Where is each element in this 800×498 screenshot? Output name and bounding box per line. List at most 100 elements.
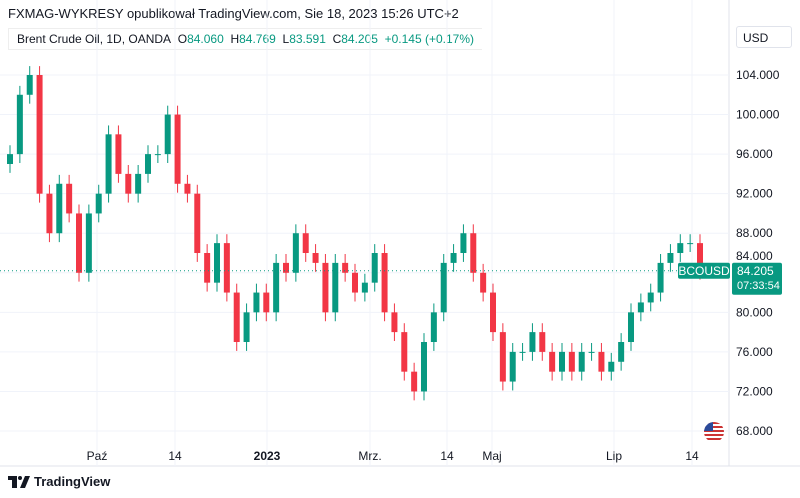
candle: [588, 351, 595, 353]
candle: [214, 243, 220, 283]
symbol-tag: BCOUSD: [678, 264, 730, 278]
candle: [66, 183, 73, 214]
candle: [46, 193, 53, 234]
symbol-name[interactable]: Brent Crude Oil, 1D, OANDA: [17, 32, 172, 46]
candle: [125, 173, 132, 194]
currency-button[interactable]: USD: [736, 26, 792, 48]
candle: [292, 233, 299, 273]
candle: [85, 213, 92, 273]
low-value: 83.591: [289, 32, 326, 46]
symbol-tag-bg: [678, 262, 730, 279]
x-tick-label: 14: [168, 449, 182, 463]
candle: [460, 233, 467, 254]
candle: [411, 371, 418, 392]
close-label: C: [332, 32, 342, 46]
candle: [529, 332, 536, 352]
candle: [470, 233, 477, 273]
candle: [578, 351, 585, 372]
y-tick-label: 92.000: [736, 187, 773, 201]
candle: [667, 253, 674, 263]
candle: [421, 342, 427, 392]
candle: [608, 361, 615, 372]
x-tick-label: Maj: [482, 449, 501, 463]
candle: [559, 351, 565, 372]
x-tick-label: 14: [440, 449, 454, 463]
publisher-line: FXMAG-WYKRESY opublikował TradingView.co…: [8, 6, 459, 21]
candle: [657, 262, 664, 293]
candle: [618, 342, 625, 362]
candle: [312, 253, 319, 263]
candle: [499, 332, 506, 382]
candle: [687, 243, 694, 245]
candle: [283, 262, 289, 273]
candle: [233, 292, 240, 343]
y-tick-label: 84.000: [736, 249, 773, 263]
candle: [490, 292, 496, 333]
candle: [16, 94, 23, 155]
candle: [401, 332, 408, 372]
candle: [391, 312, 398, 333]
last-price-label: 84.205: [737, 264, 774, 278]
candle: [322, 262, 329, 313]
y-tick-label: 80.000: [736, 305, 773, 319]
last-price-badge: [732, 262, 782, 295]
candle: [598, 351, 605, 372]
candle: [519, 351, 526, 353]
candle: [647, 292, 654, 303]
candle: [263, 292, 270, 313]
open-label: O: [177, 32, 188, 46]
candle: [174, 114, 181, 184]
x-tick-label: 2023: [254, 449, 281, 463]
us-flag-icon[interactable]: [704, 422, 724, 442]
footer-brand: TradingView: [34, 474, 111, 489]
candle: [352, 272, 358, 293]
candle: [7, 154, 13, 165]
symbol-legend: Brent Crude Oil, 1D, OANDA O84.060 H84.7…: [8, 28, 483, 50]
y-tick-label: 100.000: [736, 108, 780, 122]
candle: [509, 351, 516, 382]
tradingview-logo-icon: [8, 475, 30, 488]
y-tick-label: 96.000: [736, 147, 773, 161]
candle: [628, 312, 634, 343]
candle: [371, 253, 378, 283]
close-value: 84.205: [341, 32, 378, 46]
candle: [36, 75, 43, 194]
candle: [26, 75, 33, 95]
candle: [637, 302, 644, 313]
tradingview-logo[interactable]: TradingView: [8, 474, 110, 489]
candle: [223, 243, 230, 293]
candle: [539, 332, 546, 352]
candle: [184, 183, 191, 194]
open-value: 84.060: [187, 32, 224, 46]
candle: [164, 114, 171, 155]
high-label: H: [230, 32, 240, 46]
change-value: +0.145 (+0.17%): [384, 32, 475, 46]
candle: [342, 262, 349, 273]
y-tick-label: 68.000: [736, 424, 773, 438]
y-tick-label: 72.000: [736, 384, 773, 398]
candle: [273, 262, 280, 313]
candle: [253, 292, 260, 313]
candle: [194, 193, 201, 254]
low-label: L: [282, 32, 290, 46]
x-tick-label: 14: [685, 449, 699, 463]
candle: [549, 351, 556, 372]
y-tick-label: 88.000: [736, 226, 773, 240]
candle: [204, 253, 211, 283]
candle: [361, 282, 368, 293]
candle: [677, 243, 684, 254]
x-tick-label: Lip: [606, 449, 622, 463]
candle: [440, 262, 447, 313]
candle: [105, 134, 112, 194]
candle: [430, 312, 437, 343]
candle: [76, 213, 82, 273]
y-tick-label: 104.000: [736, 68, 780, 82]
candle: [697, 243, 703, 271]
x-tick-label: Paź: [87, 449, 108, 463]
y-tick-label: 76.000: [736, 345, 773, 359]
candle: [154, 154, 161, 156]
candle: [135, 173, 142, 194]
candle: [568, 351, 575, 372]
candle: [95, 193, 102, 214]
